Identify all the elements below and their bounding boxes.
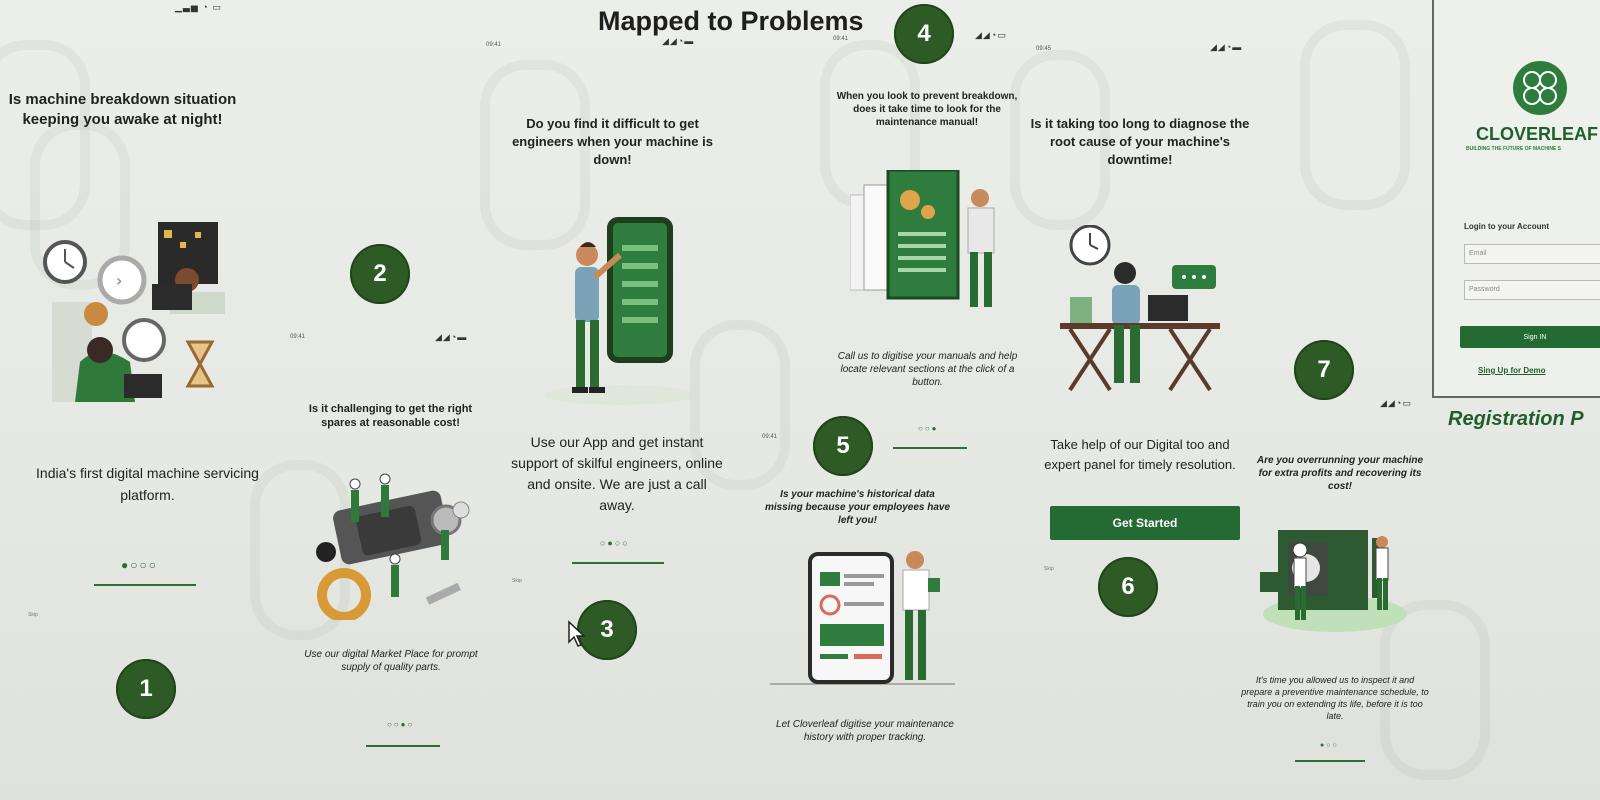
screen2-illustration: [316, 473, 470, 620]
screen4-underline: [893, 447, 967, 449]
screen1-illustration: ›: [43, 222, 225, 402]
watermark-shape: [1010, 50, 1110, 230]
watermark-shape: [1380, 600, 1490, 780]
page-title: Mapped to Problems: [598, 6, 864, 36]
screen4-question: When you look to prevent breakdown, does…: [836, 91, 1018, 128]
status-bar-icons: ◢◢◔▬: [662, 36, 695, 46]
step-badge-3: 3: [577, 600, 637, 660]
screen5-question: Is your machine's historical data missin…: [764, 489, 951, 526]
status-time: 09:41: [486, 42, 502, 48]
login-heading: Login to your Account: [1464, 222, 1550, 231]
step-badge-7: 7: [1294, 340, 1354, 400]
screen7-answer: It's time you allowed us to inspect it a…: [1241, 675, 1429, 721]
screen6-question: Is it taking too long to diagnose the ro…: [1030, 116, 1250, 167]
step-badge-1: 1: [116, 659, 176, 719]
screen1-page-dots: ●○○○: [121, 558, 158, 572]
screen6-illustration: [1060, 225, 1220, 392]
sign-in-button[interactable]: Sign IN: [1460, 326, 1600, 348]
step-badge-6: 6: [1098, 557, 1158, 617]
screen3-answer: Use our App and get instant support of s…: [511, 434, 723, 513]
screen7-underline: [1295, 760, 1365, 762]
screen4-illustration: [850, 170, 995, 307]
status-time: 09:41: [762, 434, 778, 440]
status-bar-icons: ◢◢◔▭: [975, 30, 1007, 40]
brand-tagline: BUILDING THE FUTURE OF MACHINE S: [1466, 146, 1561, 152]
status-bar-icons: ◢◢◔▬: [1210, 42, 1243, 52]
status-bar-icons: ▁▃▅ ◔ ▭: [175, 2, 222, 12]
step-badge-2: 2: [350, 244, 410, 304]
skip-link[interactable]: Skip: [28, 612, 38, 618]
registration-heading: Registration P: [1448, 408, 1584, 430]
email-field[interactable]: Email: [1464, 244, 1600, 264]
svg-text:›: ›: [116, 271, 122, 290]
get-started-button[interactable]: Get Started: [1050, 506, 1240, 540]
signup-demo-link[interactable]: Sing Up for Demo: [1478, 366, 1546, 375]
status-bar-icons: ◢◢◔▭: [1380, 398, 1412, 408]
screen1-question: Is machine breakdown situation keeping y…: [8, 91, 237, 128]
mouse-cursor-icon: [568, 620, 586, 647]
skip-link[interactable]: Skip: [1044, 566, 1054, 572]
watermark-shape: [690, 320, 790, 490]
screen3-page-dots: ○●○○: [600, 538, 630, 548]
screen3-underline: [572, 562, 664, 564]
screen5-answer: Let Cloverleaf digitise your maintenance…: [776, 719, 954, 743]
watermark-shape: [1300, 20, 1410, 210]
watermark-shape: [30, 120, 130, 290]
screen2-underline: [366, 745, 440, 747]
step-badge-5: 5: [813, 416, 873, 476]
screen1-answer: India's first digital machine servicing …: [36, 465, 259, 503]
screen4-page-dots: ○○●: [918, 424, 939, 433]
status-time: 09:41: [833, 36, 849, 42]
screen2-question: Is it challenging to get the right spare…: [308, 403, 473, 429]
skip-link[interactable]: Skip: [512, 578, 522, 584]
cloverleaf-logo-icon: [1513, 61, 1567, 115]
screen4-answer: Call us to digitise your manuals and hel…: [837, 351, 1018, 388]
screen1-underline: [94, 584, 196, 586]
password-field[interactable]: Password: [1464, 280, 1600, 300]
screen7-question: Are you overrunning your machine for ext…: [1256, 455, 1424, 492]
status-time: 09:41: [290, 334, 306, 340]
screen3-question: Do you find it difficult to get engineer…: [512, 116, 713, 167]
step-badge-4: 4: [894, 4, 954, 64]
screen7-page-dots: ●○○: [1320, 742, 1339, 749]
status-time: 09:45: [1036, 46, 1052, 52]
screen2-answer: Use our digital Market Place for prompt …: [304, 649, 478, 673]
screen5-illustration: [770, 551, 955, 685]
screen3-illustration: [545, 217, 690, 405]
screen7-illustration: [1260, 530, 1407, 632]
screen2-page-dots: ○○●○: [387, 720, 415, 729]
watermark-shape: [480, 60, 590, 250]
screen6-answer: Take help of our Digital too and expert …: [1044, 437, 1236, 472]
status-bar-icons: ◢◢◔▬: [435, 332, 468, 342]
brand-name: CLOVERLEAF: [1476, 124, 1599, 144]
